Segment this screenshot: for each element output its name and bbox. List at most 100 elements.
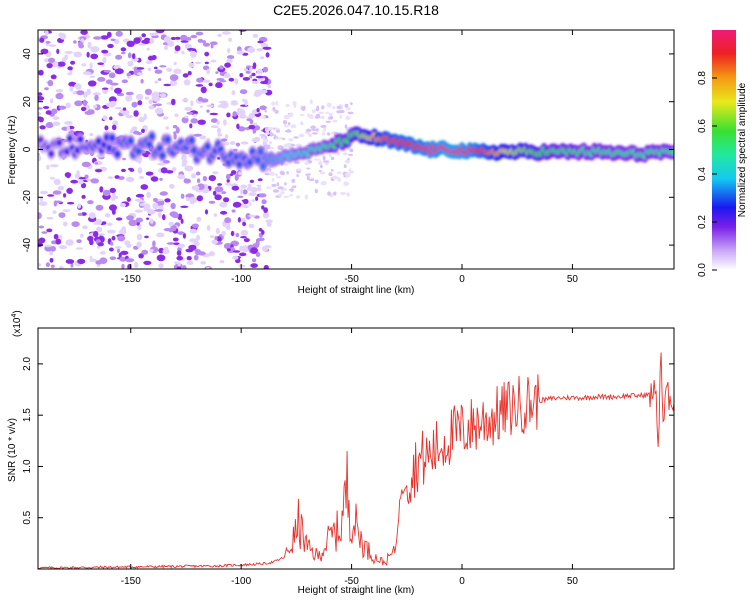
noise-blob (206, 68, 210, 75)
noise-blob (115, 30, 123, 37)
noise-blob (208, 175, 216, 182)
noise-blob (282, 137, 286, 141)
noise-blob (74, 83, 80, 89)
noise-blob (200, 261, 207, 265)
snr-x-axis: -150 -100 -50 0 50 (121, 328, 579, 587)
noise-blob (158, 211, 162, 218)
noise-blob (245, 70, 251, 74)
noise-blob (136, 72, 143, 76)
noise-blob (249, 179, 254, 183)
noise-blob (262, 136, 266, 140)
noise-blob (297, 168, 302, 171)
noise-blob (249, 75, 253, 79)
noise-blob (48, 57, 55, 63)
noise-blob (45, 122, 54, 129)
noise-blob (38, 225, 45, 229)
noise-blob (186, 256, 192, 261)
noise-blob (109, 247, 114, 252)
noise-blob (106, 31, 112, 38)
snr-x-label: Height of straight line (km) (298, 585, 415, 596)
y-tick-label: 20 (22, 96, 33, 108)
colorbar-label: Normalized spectral amplitude (737, 82, 748, 217)
noise-blob (296, 195, 301, 199)
noise-blob (101, 49, 109, 54)
noise-blob (326, 102, 332, 108)
noise-blob (135, 93, 144, 101)
noise-blob (261, 245, 269, 252)
snr-multiplier: (x104) (11, 310, 23, 337)
noise-blob (237, 195, 244, 198)
noise-blob (261, 199, 267, 205)
ridge-core (146, 140, 153, 148)
noise-blob (119, 256, 127, 262)
noise-blob (234, 78, 239, 85)
noise-blob (65, 239, 74, 246)
noise-blob (42, 106, 50, 109)
noise-blob (322, 155, 326, 161)
noise-blob (139, 203, 146, 207)
noise-blob (49, 257, 54, 263)
noise-blob (81, 194, 86, 199)
noise-blob (328, 154, 332, 158)
noise-blob (237, 126, 246, 132)
noise-blob (66, 187, 73, 194)
noise-blob (350, 102, 353, 106)
noise-blob (110, 100, 117, 107)
noise-blob (141, 33, 146, 38)
ridge-core (260, 162, 267, 170)
noise-blob (283, 143, 290, 148)
noise-blob (288, 138, 294, 142)
noise-blob (39, 125, 46, 130)
noise-blob (230, 101, 239, 106)
noise-blob (159, 93, 167, 98)
noise-blob (84, 110, 94, 115)
noise-blob (82, 71, 92, 76)
snr-y-label: SNR (10 * v/v) (7, 418, 18, 482)
colorbar-tick-label: 0.6 (697, 119, 708, 133)
noise-blob (256, 184, 262, 187)
noise-blob (173, 61, 177, 66)
noise-blob (177, 174, 186, 180)
noise-blob (73, 51, 83, 58)
noise-blob (93, 230, 99, 238)
noise-blob (283, 120, 287, 125)
x-tick-label: 50 (567, 576, 579, 587)
noise-blob (89, 255, 93, 262)
noise-blob (232, 255, 239, 260)
noise-blob (193, 254, 199, 261)
y-tick-label: 1.0 (22, 459, 33, 473)
noise-blob (327, 191, 331, 196)
noise-blob (148, 99, 153, 105)
noise-blob (295, 143, 302, 148)
noise-blob (149, 248, 154, 253)
noise-blob (148, 105, 155, 110)
ridge-core (247, 158, 253, 166)
ridge-core (257, 148, 264, 156)
noise-blob (277, 186, 284, 190)
noise-blob (119, 202, 126, 208)
noise-blob (343, 164, 347, 169)
noise-blob (58, 105, 67, 110)
noise-blob (261, 205, 265, 210)
noise-blob (217, 183, 223, 186)
noise-blob (86, 51, 90, 58)
noise-blob (226, 222, 230, 229)
x-tick-label: -50 (344, 274, 359, 285)
noise-blob (173, 133, 177, 140)
noise-blob (344, 103, 349, 108)
noise-blob (159, 65, 167, 68)
noise-blob (97, 242, 104, 247)
noise-blob (165, 170, 174, 174)
noise-blob (149, 32, 159, 36)
noise-blob (152, 202, 159, 210)
noise-blob (188, 62, 195, 68)
noise-blob (271, 183, 277, 188)
noise-blob (258, 89, 268, 94)
noise-blob (95, 219, 103, 225)
noise-blob (206, 266, 210, 269)
noise-blob (38, 92, 43, 96)
noise-blob (226, 178, 230, 183)
noise-blob (149, 218, 154, 224)
noise-blob (311, 109, 316, 114)
noise-blob (78, 179, 84, 185)
